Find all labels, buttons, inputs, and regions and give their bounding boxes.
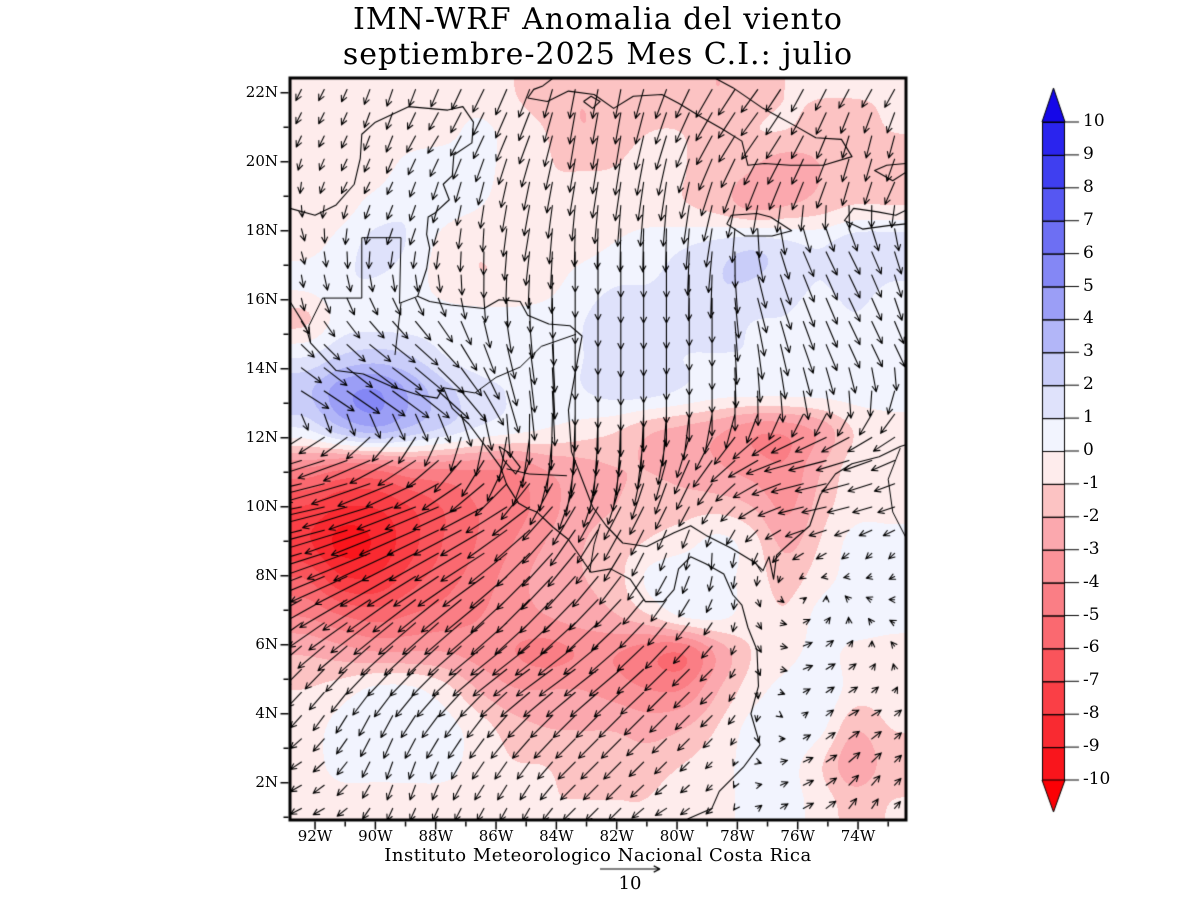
- x-tick-label: 82W: [599, 827, 634, 845]
- y-tick-label: 14N: [245, 358, 278, 377]
- chart-title-line2: septiembre-2025 Mes C.I.: julio: [342, 37, 854, 72]
- colorbar-tick-label: 10: [1083, 111, 1105, 131]
- x-tick-label: 74W: [840, 827, 876, 845]
- colorbar-tick-label: -4: [1083, 571, 1100, 592]
- x-tick-label: 76W: [780, 827, 815, 845]
- colorbar-tick-label: 1: [1083, 407, 1094, 428]
- y-tick-label: 2N: [255, 772, 278, 791]
- y-tick-label: 20N: [245, 151, 278, 170]
- reference-vector-label: 10: [618, 873, 642, 894]
- x-tick-label: 78W: [720, 827, 755, 845]
- x-tick-label: 84W: [539, 827, 574, 845]
- y-tick-label: 4N: [255, 703, 278, 722]
- colorbar-tick-label: -7: [1083, 670, 1100, 691]
- y-tick-label: 10N: [245, 496, 278, 515]
- x-tick-label: 86W: [478, 827, 514, 845]
- colorbar-tick-label: -8: [1083, 703, 1100, 724]
- y-tick-label: 6N: [255, 634, 278, 653]
- x-tick-label: 92W: [297, 827, 333, 845]
- colorbar-tick-label: -6: [1083, 637, 1100, 658]
- colorbar-tick-label: -10: [1083, 769, 1111, 789]
- colorbar-tick-label: 5: [1083, 275, 1094, 296]
- colorbar-tick-label: 0: [1083, 440, 1094, 460]
- y-tick-label: 18N: [245, 220, 278, 239]
- colorbar-tick-label: 4: [1083, 308, 1094, 329]
- colorbar-tick-label: 3: [1083, 341, 1094, 362]
- colorbar-tick-label: -1: [1083, 472, 1100, 493]
- colorbar-tick-label: -3: [1083, 538, 1100, 559]
- institution-caption: Instituto Meteorologico Nacional Costa R…: [384, 845, 812, 866]
- colorbar-tick-label: 9: [1083, 143, 1094, 164]
- colorbar-tick-label: -5: [1083, 604, 1100, 625]
- colorbar-tick-label: 7: [1083, 209, 1094, 230]
- y-tick-label: 22N: [245, 82, 278, 101]
- x-tick-label: 88W: [418, 827, 453, 845]
- y-tick-label: 16N: [245, 289, 278, 308]
- x-tick-label: 80W: [659, 827, 695, 845]
- y-tick-label: 12N: [245, 427, 278, 446]
- colorbar-tick-label: -2: [1083, 505, 1100, 526]
- colorbar-tick-label: 8: [1083, 176, 1094, 197]
- x-tick-label: 90W: [358, 827, 393, 845]
- colorbar-tick-label: 6: [1083, 242, 1094, 263]
- y-tick-label: 8N: [255, 565, 278, 584]
- chart-title-line1: IMN-WRF Anomalia del viento: [353, 2, 843, 37]
- colorbar-tick-label: 2: [1083, 374, 1094, 395]
- colorbar-tick-label: -9: [1083, 736, 1100, 757]
